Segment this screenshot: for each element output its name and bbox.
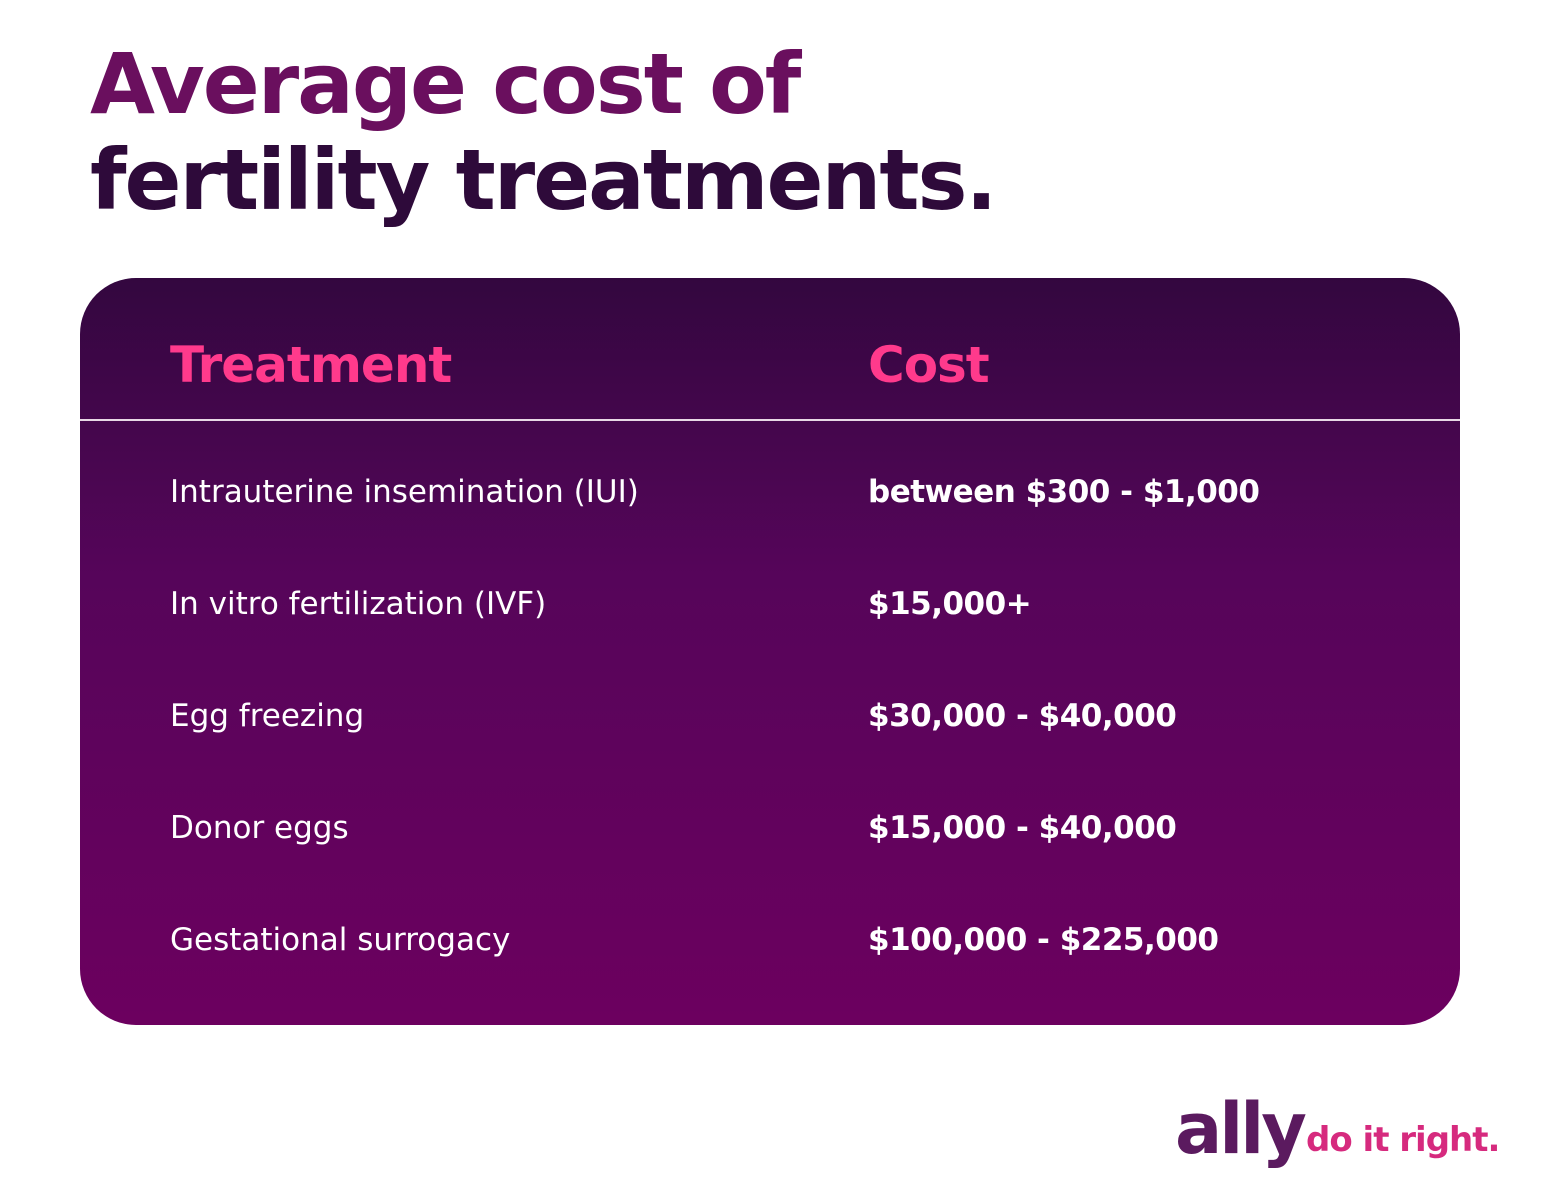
- logo: ally: [1175, 1088, 1307, 1170]
- cost-cell: $15,000+: [868, 586, 1032, 622]
- cost-cell: between $300 - $1,000: [868, 474, 1260, 510]
- title-line: fertility treatments.: [90, 131, 997, 229]
- treatment-cell: Intrauterine insemination (IUI): [170, 474, 639, 510]
- treatment-cell: In vitro fertilization (IVF): [170, 586, 547, 622]
- cost-cell: $15,000 - $40,000: [868, 810, 1177, 846]
- column-header: Cost: [868, 336, 990, 394]
- treatment-cell: Donor eggs: [170, 810, 349, 846]
- cost-cell: $30,000 - $40,000: [868, 698, 1177, 734]
- divider: [80, 419, 1460, 421]
- column-header: Treatment: [170, 336, 452, 394]
- cost-cell: $100,000 - $225,000: [868, 922, 1219, 958]
- tagline: do it right.: [1306, 1120, 1500, 1160]
- treatment-cell: Egg freezing: [170, 698, 365, 734]
- treatment-cell: Gestational surrogacy: [170, 922, 511, 958]
- title-line: Average cost of: [90, 35, 801, 133]
- cost-table: Treatment Cost Intrauterine insemination…: [80, 278, 1460, 1025]
